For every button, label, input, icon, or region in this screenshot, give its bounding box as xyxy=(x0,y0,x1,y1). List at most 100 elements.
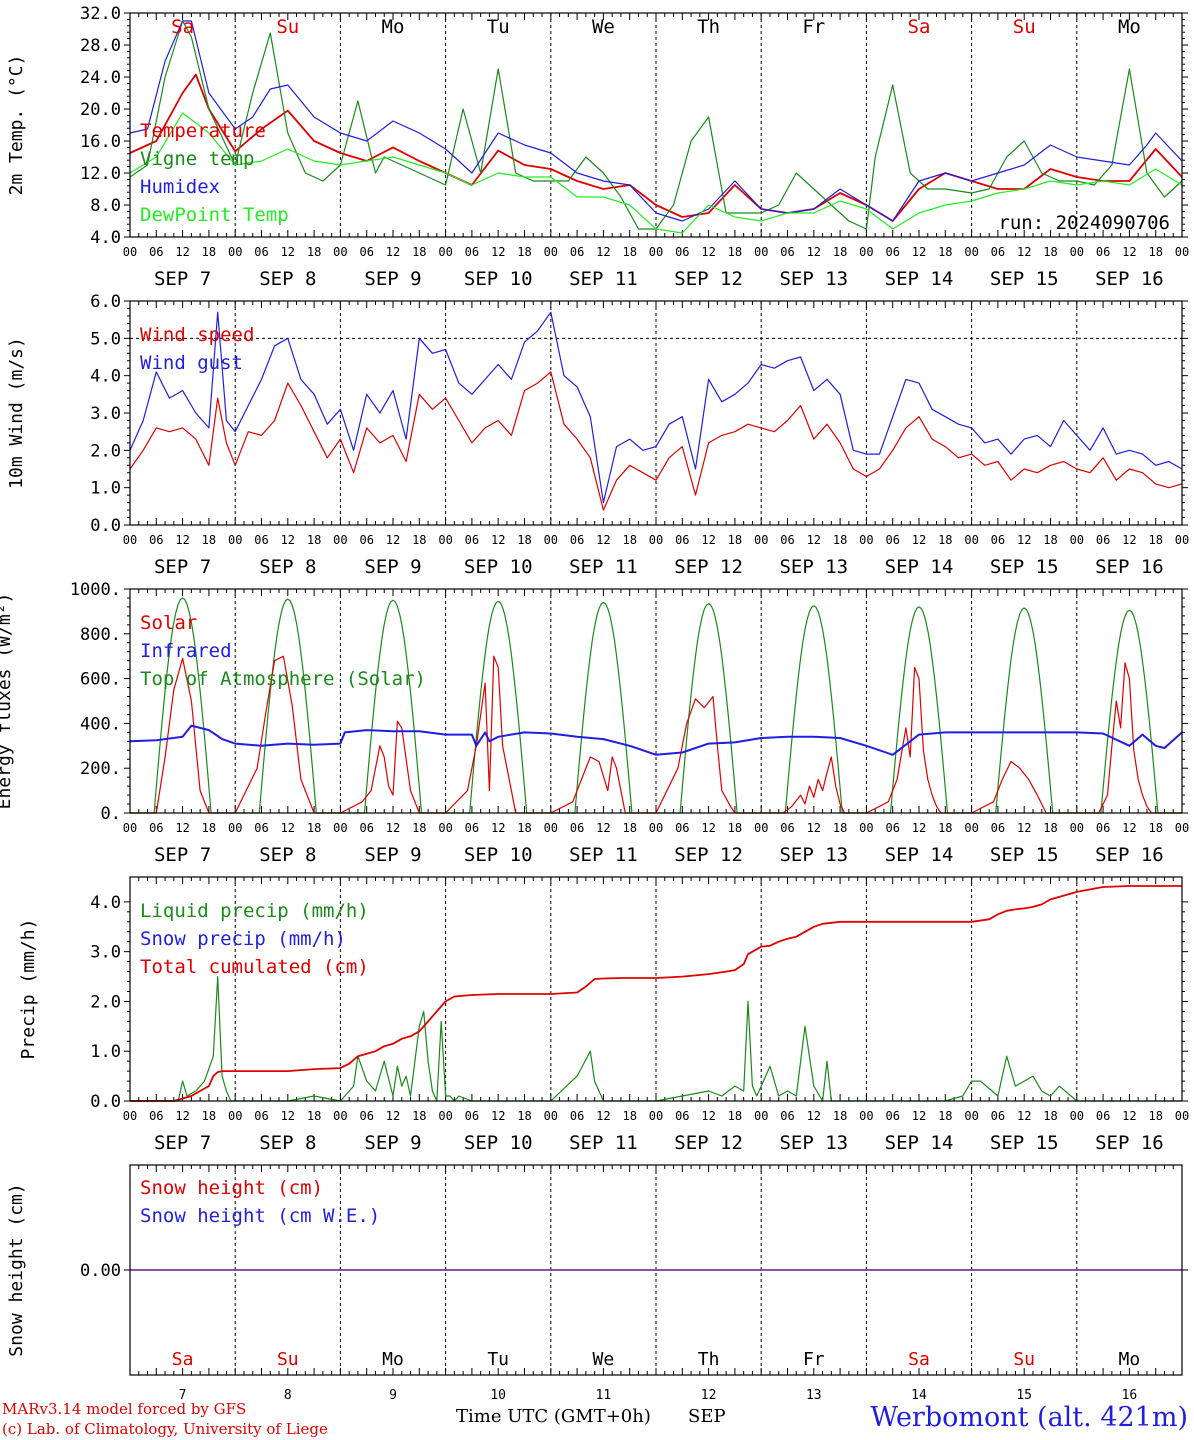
meteogram-svg: 4.0 8.0 12.0 16.0 20.0 24.0 28.0 32.0 2m Temp. (… xyxy=(0,4,1189,1403)
hour-label: 12 xyxy=(281,245,295,259)
hour-label: 18 xyxy=(622,821,636,835)
hour-label: 00 xyxy=(228,245,242,259)
date-label: SEP 16 xyxy=(1095,556,1164,578)
hour-label: 18 xyxy=(517,821,531,835)
date-label: SEP 15 xyxy=(990,1132,1059,1154)
hour-label: 12 xyxy=(1122,1109,1136,1123)
date-label: SEP 10 xyxy=(464,268,533,290)
run-label: run: 2024090706 xyxy=(998,212,1170,234)
hour-label: 12 xyxy=(1122,821,1136,835)
hour-label: 06 xyxy=(254,533,268,547)
day-number: 8 xyxy=(284,1388,292,1400)
hour-label: 12 xyxy=(281,1109,295,1123)
series-wind-gust xyxy=(129,311,1183,504)
hour-label: 12 xyxy=(175,245,189,259)
weekday-label: Mo xyxy=(382,16,405,38)
hour-label: 18 xyxy=(517,245,531,259)
series-dewpoint-temp xyxy=(129,112,1183,234)
date-label: SEP 15 xyxy=(990,844,1059,866)
date-label: SEP 12 xyxy=(674,844,743,866)
legend-entry: Total cumulated (cm) xyxy=(140,956,369,978)
legend-entry: Humidex xyxy=(140,176,220,198)
weekday-label: We xyxy=(592,16,615,38)
y-tick-label: 1.0 xyxy=(90,479,121,499)
hour-label: 00 xyxy=(1175,821,1189,835)
legend-entry: DewPoint Temp xyxy=(140,204,289,226)
time-axis-label: Time UTC (GMT+0h) xyxy=(456,1406,651,1427)
hour-label: 18 xyxy=(1148,1109,1162,1123)
hour-label: 12 xyxy=(912,245,926,259)
hour-label: 12 xyxy=(596,1109,610,1123)
legend-entry: Temperature xyxy=(140,120,266,142)
hour-label: 06 xyxy=(465,821,479,835)
hour-label: 00 xyxy=(1070,533,1084,547)
date-label: SEP 8 xyxy=(259,556,316,578)
hour-label: 12 xyxy=(491,245,505,259)
day-number: 16 xyxy=(1122,1388,1138,1400)
hour-label: 06 xyxy=(1096,1109,1110,1123)
hour-label: 12 xyxy=(1017,533,1031,547)
hour-label: 12 xyxy=(386,1109,400,1123)
weekday-label: Sa xyxy=(908,16,931,38)
hour-label: 12 xyxy=(1017,1109,1031,1123)
date-label: SEP 10 xyxy=(464,556,533,578)
hour-label: 18 xyxy=(1043,821,1057,835)
hour-label: 00 xyxy=(228,821,242,835)
hour-label: 06 xyxy=(570,821,584,835)
legend-entry: Snow height (cm) xyxy=(140,1177,323,1199)
hour-label: 00 xyxy=(649,821,663,835)
y-tick-label: 2.0 xyxy=(90,992,121,1012)
hour-label: 00 xyxy=(1175,1109,1189,1123)
date-label: SEP 10 xyxy=(464,1132,533,1154)
date-label: SEP 16 xyxy=(1095,268,1164,290)
hour-label: 12 xyxy=(386,245,400,259)
weekday-label: Mo xyxy=(382,1349,404,1370)
hour-label: 00 xyxy=(438,1109,452,1123)
hour-label: 00 xyxy=(649,1109,663,1123)
hour-label: 00 xyxy=(333,245,347,259)
date-label: SEP 13 xyxy=(779,844,848,866)
hour-label: 18 xyxy=(728,1109,742,1123)
hour-label: 00 xyxy=(123,245,137,259)
station-name: Werbomont (alt. 421m) xyxy=(870,1402,1188,1433)
hour-label: 18 xyxy=(307,533,321,547)
weekday-label: Sa xyxy=(171,16,194,38)
hour-label: 12 xyxy=(596,533,610,547)
hour-label: 06 xyxy=(149,1109,163,1123)
hour-label: 18 xyxy=(307,245,321,259)
date-label: SEP 13 xyxy=(779,268,848,290)
y-tick-label: 2.0 xyxy=(90,441,121,461)
hour-label: 06 xyxy=(465,533,479,547)
hour-label: 18 xyxy=(202,821,216,835)
hour-label: 06 xyxy=(1096,533,1110,547)
hour-label: 18 xyxy=(1043,245,1057,259)
date-label: SEP 9 xyxy=(364,844,421,866)
hour-label: 06 xyxy=(780,533,794,547)
hour-label: 00 xyxy=(964,1109,978,1123)
hour-label: 06 xyxy=(254,821,268,835)
y-tick-label: 20.0 xyxy=(80,100,121,120)
hour-label: 18 xyxy=(1148,821,1162,835)
hour-label: 18 xyxy=(938,1109,952,1123)
hour-label: 18 xyxy=(202,533,216,547)
weekday-label: Fr xyxy=(803,1349,825,1370)
y-axis-label: Snow height (cm) xyxy=(6,1183,27,1356)
date-label: SEP 14 xyxy=(885,268,954,290)
date-label: SEP 12 xyxy=(674,1132,743,1154)
hour-label: 00 xyxy=(964,245,978,259)
y-axis-label: 2m Temp. (°C) xyxy=(6,55,27,196)
hour-label: 12 xyxy=(175,1109,189,1123)
panel-wind: 0.0 1.0 2.0 3.0 4.0 5.0 6.0 10m Wind (m/s) Wind … xyxy=(6,292,1189,578)
y-tick-label: 28.0 xyxy=(80,36,121,56)
hour-label: 12 xyxy=(386,533,400,547)
hour-label: 18 xyxy=(1148,533,1162,547)
y-tick-label: 600. xyxy=(80,670,121,690)
series-vigne-temp xyxy=(129,20,1183,230)
hour-label: 12 xyxy=(386,821,400,835)
hour-label: 00 xyxy=(123,821,137,835)
series-solar xyxy=(130,655,1182,814)
weekday-label: Su xyxy=(277,1349,299,1370)
legend-entry: Snow height (cm W.E.) xyxy=(140,1205,380,1227)
hour-label: 18 xyxy=(728,821,742,835)
